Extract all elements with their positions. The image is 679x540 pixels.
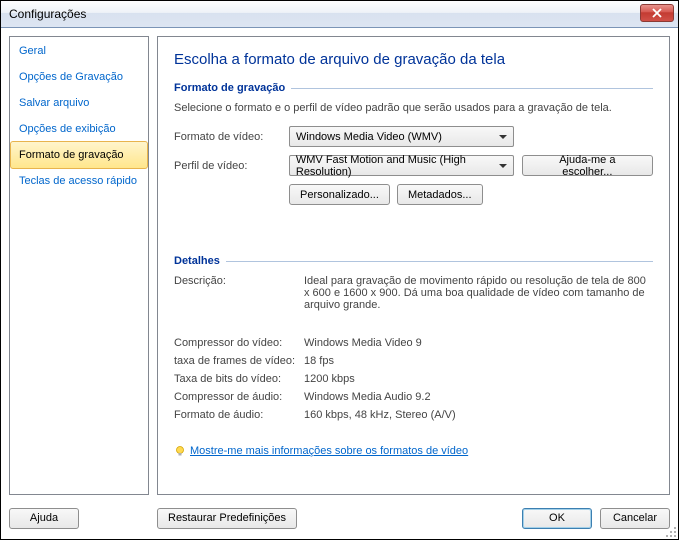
detail-audio-compressor: Compressor de áudio: Windows Media Audio…: [174, 391, 653, 403]
metadata-button[interactable]: Metadados...: [397, 184, 483, 205]
video-profile-row: Perfil de vídeo: WMV Fast Motion and Mus…: [174, 155, 653, 176]
detail-compressor-value: Windows Media Video 9: [304, 337, 653, 349]
format-description: Selecione o formato e o perfil de vídeo …: [174, 102, 653, 114]
detail-audio-fmt-label: Formato de áudio:: [174, 409, 304, 421]
detail-desc-label: Descrição:: [174, 275, 304, 311]
sidebar-item-save-file[interactable]: Salvar arquivo: [11, 90, 147, 116]
video-format-dropdown[interactable]: Windows Media Video (WMV): [289, 126, 514, 147]
content-area: Geral Opções de Gravação Salvar arquivo …: [1, 28, 678, 503]
lightbulb-icon: [174, 445, 186, 457]
details-section: Detalhes Descrição: Ideal para gravação …: [174, 255, 653, 457]
detail-framerate-label: taxa de frames de vídeo:: [174, 355, 304, 367]
detail-bitrate-value: 1200 kbps: [304, 373, 653, 385]
detail-compressor-label: Compressor do vídeo:: [174, 337, 304, 349]
sidebar: Geral Opções de Gravação Salvar arquivo …: [9, 36, 149, 495]
detail-bitrate-label: Taxa de bits do vídeo:: [174, 373, 304, 385]
detail-framerate: taxa de frames de vídeo: 18 fps: [174, 355, 653, 367]
group-header-details: Detalhes: [174, 255, 653, 267]
video-format-info-link[interactable]: Mostre-me mais informações sobre os form…: [190, 445, 468, 457]
info-link-row: Mostre-me mais informações sobre os form…: [174, 445, 653, 457]
footer: Ajuda Restaurar Predefinições OK Cancela…: [1, 503, 678, 533]
help-button[interactable]: Ajuda: [9, 508, 79, 529]
ok-button[interactable]: OK: [522, 508, 592, 529]
resize-grip[interactable]: [665, 526, 677, 538]
help-choose-button[interactable]: Ajuda-me a escolher...: [522, 155, 653, 176]
detail-desc-value: Ideal para gravação de movimento rápido …: [304, 275, 653, 311]
sidebar-item-general[interactable]: Geral: [11, 38, 147, 64]
cancel-button[interactable]: Cancelar: [600, 508, 670, 529]
group-header-format: Formato de gravação: [174, 82, 653, 94]
detail-audio-comp-label: Compressor de áudio:: [174, 391, 304, 403]
profile-buttons-row: Personalizado... Metadados...: [289, 184, 653, 205]
main-panel: Escolha a formato de arquivo de gravação…: [157, 36, 670, 495]
detail-framerate-value: 18 fps: [304, 355, 653, 367]
detail-description: Descrição: Ideal para gravação de movime…: [174, 275, 653, 311]
custom-button[interactable]: Personalizado...: [289, 184, 390, 205]
video-profile-value: WMV Fast Motion and Music (High Resoluti…: [296, 154, 507, 178]
sidebar-item-hotkeys[interactable]: Teclas de acesso rápido: [11, 168, 147, 194]
window-title: Configurações: [9, 7, 86, 21]
video-profile-label: Perfil de vídeo:: [174, 160, 289, 172]
close-icon: [652, 8, 662, 18]
detail-audio-comp-value: Windows Media Audio 9.2: [304, 391, 653, 403]
titlebar: Configurações: [1, 1, 678, 28]
detail-compressor: Compressor do vídeo: Windows Media Video…: [174, 337, 653, 349]
restore-defaults-button[interactable]: Restaurar Predefinições: [157, 508, 297, 529]
sidebar-item-recording-options[interactable]: Opções de Gravação: [11, 64, 147, 90]
detail-audio-fmt-value: 160 kbps, 48 kHz, Stereo (A/V): [304, 409, 653, 421]
video-profile-dropdown[interactable]: WMV Fast Motion and Music (High Resoluti…: [289, 155, 514, 176]
close-button[interactable]: [640, 4, 674, 22]
video-format-label: Formato de vídeo:: [174, 131, 289, 143]
video-format-row: Formato de vídeo: Windows Media Video (W…: [174, 126, 653, 147]
detail-audio-format: Formato de áudio: 160 kbps, 48 kHz, Ster…: [174, 409, 653, 421]
panel-title: Escolha a formato de arquivo de gravação…: [174, 51, 653, 68]
sidebar-item-display-options[interactable]: Opções de exibição: [11, 116, 147, 142]
sidebar-item-recording-format[interactable]: Formato de gravação: [10, 141, 148, 169]
detail-bitrate: Taxa de bits do vídeo: 1200 kbps: [174, 373, 653, 385]
video-format-value: Windows Media Video (WMV): [296, 131, 442, 143]
